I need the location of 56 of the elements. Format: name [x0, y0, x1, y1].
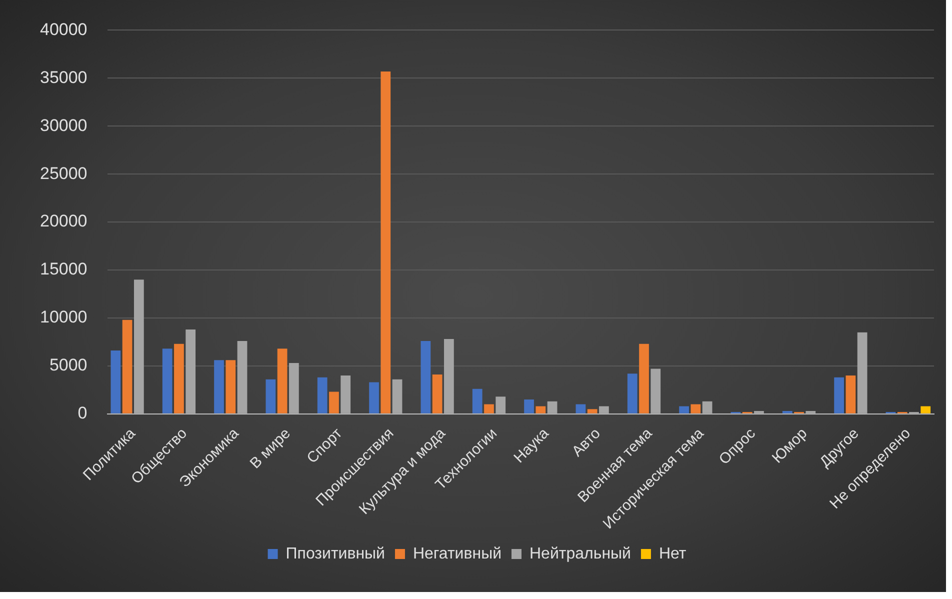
bar — [576, 404, 586, 414]
y-tick-label: 15000 — [40, 260, 88, 279]
bar — [277, 348, 288, 414]
bar — [639, 344, 649, 414]
y-tick-label: 35000 — [40, 68, 88, 87]
legend-label: Нейтральный — [530, 545, 631, 562]
legend-label: Негативный — [412, 545, 502, 562]
bar — [380, 71, 391, 414]
bar — [317, 377, 328, 414]
bar — [174, 344, 184, 414]
bar — [186, 329, 196, 414]
bar — [834, 377, 844, 414]
bar — [420, 340, 431, 414]
bar — [536, 406, 546, 414]
bar — [702, 401, 712, 414]
bar — [846, 376, 856, 414]
bar — [266, 379, 276, 414]
bar — [369, 382, 379, 414]
bar — [134, 280, 144, 414]
bar — [472, 388, 482, 414]
legend-label: Ппозитивный — [286, 545, 385, 562]
y-tick-label: 10000 — [40, 308, 88, 327]
y-tick-label: 5000 — [49, 356, 88, 375]
bar — [806, 410, 816, 414]
bar — [444, 339, 454, 414]
bar — [920, 406, 931, 414]
bar — [754, 410, 764, 414]
bar — [288, 363, 299, 414]
y-tick-label: 30000 — [40, 116, 88, 135]
bar — [599, 406, 609, 414]
bar — [679, 406, 689, 414]
bar — [524, 399, 534, 414]
bar — [162, 348, 172, 414]
bar — [329, 392, 339, 414]
legend-label: Нет — [658, 545, 687, 562]
bar — [110, 350, 121, 414]
bar — [782, 410, 792, 414]
bar — [226, 360, 236, 414]
y-tick-label: 40000 — [40, 20, 88, 39]
bar — [547, 401, 558, 414]
bar — [496, 396, 506, 414]
bar — [214, 360, 224, 414]
bar — [627, 374, 638, 414]
bar — [857, 332, 868, 414]
bar — [484, 404, 494, 414]
bar — [690, 404, 701, 414]
bar — [340, 376, 351, 414]
bar — [587, 409, 598, 414]
bar — [392, 379, 402, 414]
y-tick-label: 0 — [78, 404, 88, 423]
y-tick-label: 25000 — [40, 164, 88, 183]
bar — [650, 368, 661, 414]
y-tick-label: 20000 — [40, 212, 88, 231]
bar — [432, 374, 442, 414]
bar — [122, 320, 132, 414]
bar — [237, 340, 248, 414]
